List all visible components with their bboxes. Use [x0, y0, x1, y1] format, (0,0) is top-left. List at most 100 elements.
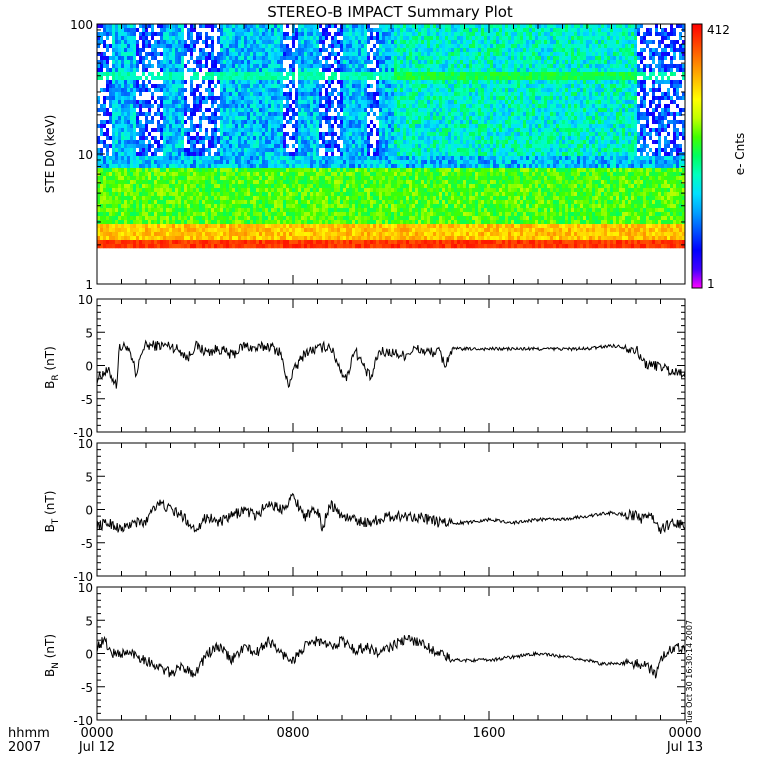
spectrogram-cell [256, 236, 260, 241]
spectrogram-cell [232, 176, 236, 181]
spectrogram-cell [196, 200, 200, 205]
spectrogram-cell [310, 164, 314, 169]
spectrogram-cell [316, 136, 320, 141]
spectrogram-cell [139, 244, 143, 249]
spectrogram-cell [250, 224, 254, 229]
spectrogram-cell [169, 204, 173, 209]
spectrogram-cell [151, 100, 154, 104]
spectrogram-cell [334, 212, 338, 217]
spectrogram-cell [244, 164, 248, 169]
spectrogram-cell [322, 164, 326, 169]
spectrogram-cell [268, 40, 272, 45]
spectrogram-cell [334, 40, 338, 45]
spectrogram-cell [313, 120, 317, 125]
spectrogram-cell [244, 72, 248, 77]
spectrogram-cell [304, 48, 308, 53]
spectrogram-cell [328, 204, 332, 209]
spectrogram-cell [235, 28, 239, 33]
spectrogram-cell [277, 164, 281, 169]
spectrogram-cell [286, 140, 289, 144]
spectrogram-cell [319, 68, 322, 72]
spectrogram-cell [355, 192, 359, 197]
spectrogram-cell [139, 148, 143, 153]
spectrogram-cell [145, 224, 149, 229]
spectrogram-cell [169, 216, 173, 221]
spectrogram-cell [259, 224, 263, 229]
spectrogram-cell [178, 220, 182, 225]
spectrogram-cell [334, 36, 338, 41]
spectrogram-cell [283, 152, 287, 157]
spectrogram-cell [190, 224, 194, 229]
spectrogram-cell [355, 136, 359, 141]
spectrogram-cell [316, 228, 320, 233]
spectrogram-cell [196, 204, 200, 209]
spectrogram-cell [178, 116, 182, 121]
spectrogram-cell [265, 192, 269, 197]
spectrogram-cell [229, 236, 233, 241]
spectrogram-cell [139, 232, 143, 237]
spectrogram-cell [133, 24, 137, 29]
spectrogram-cell [124, 132, 128, 137]
spectrogram-cell [235, 208, 239, 213]
spectrogram-cell [130, 104, 134, 109]
spectrogram-cell [226, 220, 230, 225]
spectrogram-cell [208, 192, 212, 197]
spectrogram-cell [268, 132, 272, 137]
spectrogram-cell [187, 188, 191, 193]
spectrogram-cell [154, 196, 158, 201]
spectrogram-cell [163, 236, 167, 241]
spectrogram-cell [331, 208, 335, 213]
spectrogram-cell [217, 136, 221, 141]
spectrogram-cell [136, 176, 140, 181]
spectrogram-cell [250, 196, 254, 201]
spectrogram-cell [217, 168, 221, 173]
spectrogram-cell [118, 168, 122, 173]
spectrogram-cell [313, 188, 317, 193]
spectrogram-cell [121, 88, 125, 93]
spectrogram-cell [97, 168, 101, 173]
spectrogram-cell [220, 172, 224, 177]
spectrogram-cell [304, 64, 308, 69]
spectrogram-cell [310, 232, 314, 237]
spectrogram-cell [271, 132, 275, 137]
spectrogram-cell [334, 76, 338, 81]
spectrogram-cell [358, 120, 362, 125]
spectrogram-cell [187, 160, 191, 165]
spectrogram-cell [262, 156, 266, 161]
spectrogram-cell [319, 172, 323, 177]
spectrogram-cell [280, 132, 284, 137]
spectrogram-cell [160, 232, 164, 237]
spectrogram-cell [220, 24, 224, 29]
spectrogram-cell [310, 152, 314, 157]
spectrogram-cell [196, 232, 200, 237]
spectrogram-cell [193, 44, 197, 49]
spectrogram-cell [103, 96, 107, 101]
spectrogram-cell [301, 108, 305, 113]
spectrogram-cell [205, 72, 209, 77]
spectrogram-cell [154, 140, 158, 145]
spectrogram-cell [199, 136, 203, 141]
spectrogram-cell [166, 116, 170, 121]
spectrogram-cell [172, 136, 176, 141]
spectrogram-cell [160, 108, 163, 112]
spectrogram-cell [103, 100, 107, 105]
spectrogram-cell [127, 92, 131, 97]
spectrogram-cell [118, 84, 122, 89]
spectrogram-cell [286, 128, 289, 132]
spectrogram-cell [154, 112, 158, 117]
spectrogram-cell [142, 36, 146, 41]
spectrogram-cell [271, 144, 275, 149]
spectrogram-cell [175, 24, 179, 29]
spectrogram-cell [214, 176, 218, 181]
spectrogram-cell [139, 124, 143, 129]
spectrogram-cell [139, 188, 143, 193]
spectrogram-cell [346, 128, 350, 133]
spectrogram-cell [244, 36, 248, 41]
spectrogram-cell [196, 76, 200, 81]
spectrogram-cell [343, 116, 347, 121]
spectrogram-cell [166, 240, 170, 245]
spectrogram-cell [199, 160, 203, 165]
spectrogram-cell [268, 56, 272, 61]
spectrogram-cell [316, 56, 320, 61]
spectrogram-cell [325, 144, 329, 149]
